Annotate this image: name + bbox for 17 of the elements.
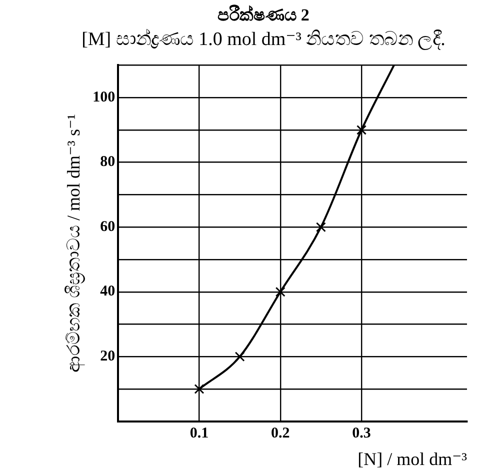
x-tick-label: 0.1 [190, 425, 209, 442]
point [356, 124, 367, 135]
y-tick-label: 80 [100, 154, 116, 170]
y-tick-label: 20 [100, 348, 116, 365]
x-tick-label: 0.3 [352, 425, 371, 442]
point [316, 222, 326, 232]
chart-title: පරීක්ෂණය 2 [218, 4, 310, 25]
x-tick-label: 0.2 [271, 425, 290, 442]
point [275, 286, 286, 297]
y-axis-title: ආරම්භක ශීඝ්‍රතාවය / mol dm⁻³ s⁻¹ [64, 114, 86, 372]
point [194, 384, 204, 394]
point [234, 352, 245, 362]
chart-subtitle: [M] සාන්ද්‍රණය 1.0 mol dm⁻³ නියතව තබන ලදී. [82, 28, 446, 50]
y-tick-label: 100 [92, 89, 116, 106]
y-tick-label: 40 [100, 284, 116, 300]
y-tick-label: 60 [100, 218, 116, 235]
x-axis-title: [N] / mol dm⁻³ [358, 448, 468, 469]
